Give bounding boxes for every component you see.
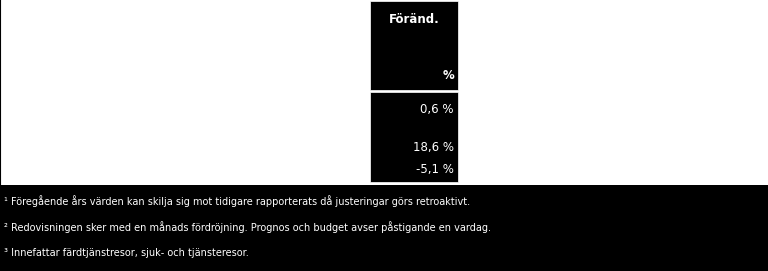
Bar <box>370 1 458 90</box>
Bar <box>0 185 768 271</box>
Bar <box>370 92 458 182</box>
Text: 0,6 %: 0,6 % <box>421 104 454 117</box>
Text: %: % <box>442 69 454 82</box>
Text: -5,1 %: -5,1 % <box>416 163 454 176</box>
Text: ¹ Föregående års värden kan skilja sig mot tidigare rapporterats då justeringar : ¹ Föregående års värden kan skilja sig m… <box>4 195 470 207</box>
Text: ³ Innefattar färdtjänstresor, sjuk- och tjänsteresor.: ³ Innefattar färdtjänstresor, sjuk- och … <box>4 248 249 258</box>
Text: Föränd.: Föränd. <box>389 13 439 26</box>
Text: ² Redovisningen sker med en månads fördröjning. Prognos och budget avser påstiga: ² Redovisningen sker med en månads fördr… <box>4 221 491 233</box>
Text: 18,6 %: 18,6 % <box>413 140 454 153</box>
